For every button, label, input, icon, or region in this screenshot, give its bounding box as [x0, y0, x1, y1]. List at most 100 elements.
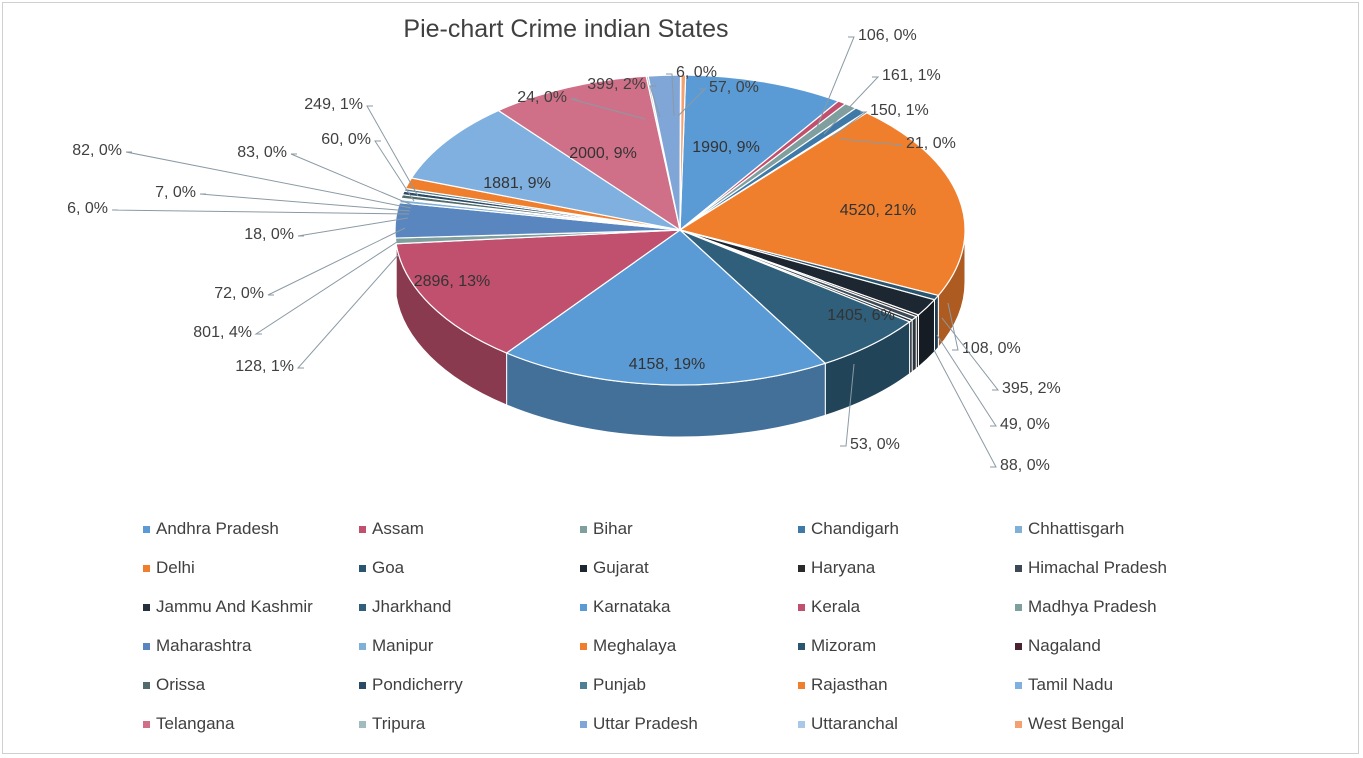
- data-label-chandigarh: 150, 1%: [870, 102, 929, 119]
- legend-label: Jharkhand: [372, 597, 452, 616]
- legend-item-nagaland: Nagaland: [1015, 635, 1101, 657]
- leader-line-west-bengal: [677, 88, 707, 117]
- legend-swatch: [580, 681, 587, 689]
- data-label-meghalaya: 18, 0%: [244, 226, 294, 243]
- legend-swatch: [143, 525, 150, 533]
- legend-label: Jammu And Kashmir: [156, 597, 313, 616]
- leader-line-mizoram: [111, 209, 410, 215]
- legend-swatch: [359, 525, 366, 533]
- leader-line-punjab: [374, 140, 415, 202]
- legend-swatch: [1015, 525, 1022, 533]
- legend-label: Manipur: [372, 636, 434, 655]
- data-label-nagaland: 7, 0%: [155, 184, 196, 201]
- legend-label: Telangana: [156, 714, 235, 733]
- pie-slice-delhi: [678, 112, 966, 297]
- leader-line-manipur: [267, 227, 406, 296]
- legend-swatch: [1015, 642, 1022, 650]
- data-label-uttar-pradesh: 399, 2%: [587, 76, 646, 93]
- legend-item-tamil-nadu: Tamil Nadu: [1015, 674, 1113, 696]
- leader-line-uttaranchal: [666, 73, 675, 117]
- leader-line-pondicherry: [290, 153, 413, 206]
- data-label-mizoram: 6, 0%: [67, 200, 108, 217]
- legend-swatch: [798, 525, 805, 533]
- data-label-orissa: 82, 0%: [72, 142, 122, 159]
- legend-label: West Bengal: [1028, 714, 1125, 733]
- legend-item-karnataka: Karnataka: [580, 596, 671, 618]
- legend-label: Mizoram: [811, 636, 877, 655]
- legend-swatch: [798, 603, 805, 611]
- data-label-chhattisgarh: 21, 0%: [906, 135, 956, 152]
- data-label-pondicherry: 83, 0%: [237, 144, 287, 161]
- leader-line-chandigarh: [831, 111, 868, 138]
- legend-item-jammu-and-kashmir: Jammu And Kashmir: [143, 596, 313, 618]
- legend-label: Madhya Pradesh: [1028, 597, 1157, 616]
- leader-line-uttar-pradesh: [649, 85, 661, 118]
- legend-swatch: [143, 564, 150, 572]
- legend-item-himachal-pradesh: Himachal Pradesh: [1015, 557, 1167, 579]
- legend-label: Delhi: [156, 558, 195, 577]
- legend-label: Bihar: [593, 519, 633, 538]
- legend-swatch: [580, 642, 587, 650]
- leader-line-chhattisgarh: [839, 138, 903, 146]
- data-label-bihar: 161, 1%: [882, 67, 941, 84]
- legend-label: Kerala: [811, 597, 861, 616]
- legend-swatch: [359, 720, 366, 728]
- legend-label: Chandigarh: [811, 519, 899, 538]
- legend-swatch: [1015, 564, 1022, 572]
- legend-item-chandigarh: Chandigarh: [798, 518, 899, 540]
- legend-item-telangana: Telangana: [143, 713, 234, 735]
- legend-swatch: [580, 720, 587, 728]
- legend-item-manipur: Manipur: [359, 635, 433, 657]
- legend-swatch: [359, 564, 366, 572]
- legend-item-orissa: Orissa: [143, 674, 205, 696]
- pie-slice-telangana: [497, 75, 681, 232]
- legend-swatch: [359, 681, 366, 689]
- data-label-delhi: 4520, 21%: [840, 202, 917, 219]
- legend-item-delhi: Delhi: [143, 557, 195, 579]
- leader-line-goa: [947, 302, 959, 351]
- legend-swatch: [359, 603, 366, 611]
- leader-line-rajasthan: [366, 105, 419, 197]
- legend-label: Uttaranchal: [811, 714, 898, 733]
- legend-swatch: [580, 603, 587, 611]
- data-label-uttaranchal: 6, 0%: [676, 64, 717, 81]
- pie-slice-west-bengal: [679, 74, 687, 231]
- legend-label: Uttar Pradesh: [593, 714, 698, 733]
- data-label-rajasthan: 249, 1%: [304, 96, 363, 113]
- data-label-manipur: 72, 0%: [214, 285, 264, 302]
- legend-label: Nagaland: [1028, 636, 1101, 655]
- legend-item-andhra-pradesh: Andhra Pradesh: [143, 518, 279, 540]
- legend-item-rajasthan: Rajasthan: [798, 674, 888, 696]
- legend-item-haryana: Haryana: [798, 557, 875, 579]
- legend-item-pondicherry: Pondicherry: [359, 674, 463, 696]
- data-label-kerala: 2896, 13%: [414, 273, 491, 290]
- data-label-tripura: 24, 0%: [517, 89, 567, 106]
- legend-item-assam: Assam: [359, 518, 424, 540]
- legend-swatch: [143, 681, 150, 689]
- legend-label: Rajasthan: [811, 675, 888, 694]
- pie-slice-karnataka: [505, 229, 827, 386]
- legend-item-kerala: Kerala: [798, 596, 860, 618]
- data-label-goa: 108, 0%: [962, 340, 1021, 357]
- data-label-jammu-and-kashmir: 53, 0%: [850, 436, 900, 453]
- legend-label: Himachal Pradesh: [1028, 558, 1167, 577]
- data-label-punjab: 60, 0%: [321, 131, 371, 148]
- data-label-maharashtra: 801, 4%: [193, 324, 252, 341]
- leader-line-maharashtra: [254, 239, 401, 335]
- leader-line-himachal-pradesh: [933, 349, 997, 468]
- legend-swatch: [798, 564, 805, 572]
- legend-label: Meghalaya: [593, 636, 677, 655]
- legend-item-chhattisgarh: Chhattisgarh: [1015, 518, 1124, 540]
- chart-title: Pie-chart Crime indian States: [403, 15, 729, 43]
- legend-label: Tripura: [372, 714, 426, 733]
- leader-line-assam: [814, 36, 855, 133]
- leader-line-meghalaya: [297, 217, 409, 237]
- legend-item-tripura: Tripura: [359, 713, 425, 735]
- legend-label: Pondicherry: [372, 675, 463, 694]
- legend-label: Maharashtra: [156, 636, 252, 655]
- data-label-andhra-pradesh: 1990, 9%: [692, 139, 760, 156]
- leader-line-tripura: [570, 98, 646, 120]
- legend-label: Chhattisgarh: [1028, 519, 1125, 538]
- legend-swatch: [580, 525, 587, 533]
